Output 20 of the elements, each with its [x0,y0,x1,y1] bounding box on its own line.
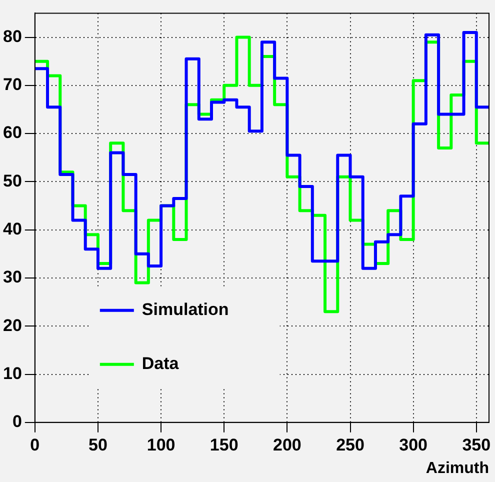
x-tick-label: 0 [30,435,40,454]
y-tick-label: 20 [2,316,22,335]
y-tick-label: 50 [2,171,22,190]
x-tick-label: 50 [88,435,108,454]
y-tick-label: 60 [2,123,22,142]
y-tick-label: 10 [2,364,22,383]
x-axis-title: Azimuth [426,460,489,477]
y-tick-label: 0 [12,412,22,432]
y-tick-label: 30 [2,268,22,287]
x-tick-label: 100 [146,435,176,454]
x-tick-label: 300 [399,435,428,454]
legend-label: Data [142,354,180,374]
y-tick-label: 80 [2,26,22,46]
x-tick-label: 150 [210,435,238,454]
legend-label: Simulation [142,300,229,320]
y-tick-label: 70 [2,75,22,94]
x-tick-label: 350 [462,435,491,454]
y-tick-label: 40 [2,220,22,239]
x-tick-label: 200 [272,435,302,454]
x-tick-label: 250 [336,435,364,454]
